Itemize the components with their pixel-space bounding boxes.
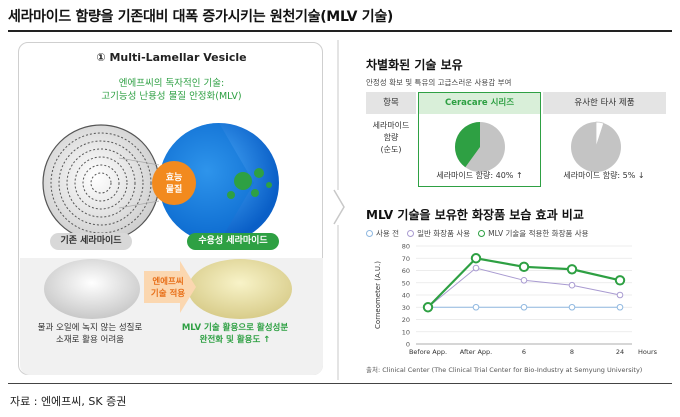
mlv-heading: ① Multi-Lamellar Vesicle: [96, 51, 247, 64]
footer-divider: [8, 383, 672, 384]
arrow-label-2: 기술 적용: [151, 288, 185, 299]
lamellar-rings-graphic: [42, 124, 160, 242]
x-tick-label: 24: [616, 348, 624, 356]
row-label-3: (순도): [380, 145, 402, 154]
series-point-2: [518, 261, 530, 273]
row-label-1: 세라마이드: [372, 121, 410, 130]
x-tick-label: After App.: [460, 348, 492, 356]
col-item-header: 항목: [366, 92, 416, 114]
series-point-1: [568, 281, 576, 289]
series-point-0: [568, 303, 576, 311]
series-point-0: [472, 303, 480, 311]
legend-label-mlv: MLV 기술을 적용한 화장품 사용: [488, 229, 589, 238]
series-point-1: [616, 291, 624, 299]
y-tick-label: 50: [402, 279, 410, 287]
footer-source: 자료 : 엔에프씨, SK 증권: [10, 395, 127, 408]
mlv-subtitle-2: 고기능성 난용성 물질 안정화(MLV): [101, 91, 242, 102]
y-tick-label: 70: [402, 255, 410, 263]
title-divider: [8, 30, 672, 32]
y-tick-label: 80: [402, 243, 410, 251]
legacy-caption: 물과 오일에 녹지 않는 성질로 소재로 활용 어려움: [30, 322, 150, 346]
x-tick-label: 8: [570, 348, 574, 356]
legacy-caption-2: 소재로 활용 어려움: [56, 335, 124, 345]
blue-sphere-graphic: [159, 123, 279, 243]
series-point-2: [470, 253, 482, 264]
col-ceracare-header: Ceracare 시리즈: [418, 92, 541, 114]
chart-legend: 사용 전 일반 화장품 사용 MLV 기술을 적용한 화장품 사용: [366, 228, 589, 239]
competitor-caption: 세라마이드 함량: 5% ↓: [563, 171, 645, 180]
chart-source: 출처: Clinical Center (The Clinical Trial …: [366, 366, 643, 374]
active-label-2: 물질: [166, 183, 183, 195]
active-ingredient-graphic: [152, 161, 196, 205]
series-point-0: [616, 303, 624, 311]
legend-label-general: 일반 화장품 사용: [417, 229, 471, 238]
arrow-label-1: 엔에프씨: [152, 276, 183, 287]
chart-title: MLV 기술을 보유한 화장품 보습 효과 비교: [366, 208, 584, 222]
soluble-ceramide-label: 수용성 세라마이드: [187, 233, 279, 250]
col-competitor-header: 유사한 타사 제품: [543, 92, 666, 114]
y-tick-label: 0: [406, 341, 410, 349]
series-point-1: [472, 264, 480, 272]
page-title: 세라마이드 함량을 기존대비 대폭 증가시키는 원천기술(MLV 기술): [8, 9, 393, 25]
series-point-2: [422, 302, 434, 313]
table-note: 안정성 확보 및 특유의 고급스러운 사용감 부여: [366, 78, 512, 87]
section-divider-arrow: [333, 40, 345, 380]
y-tick-label: 20: [402, 316, 410, 324]
ceracare-pie: [455, 122, 505, 172]
series-point-2: [566, 264, 578, 275]
ceracare-highlight-box: [418, 92, 541, 187]
x-tick-label: Before App.: [409, 348, 447, 356]
legend-label-before: 사용 전: [376, 229, 400, 238]
vesicle-illustration: 효능 물질: [42, 123, 279, 243]
competitor-pie: [571, 121, 621, 172]
powder-comparison-graphic: 엔에프씨 기술 적용: [44, 259, 292, 319]
active-label-1: 효능: [166, 172, 183, 183]
legacy-ceramide-label: 기존 세라마이드: [50, 233, 132, 250]
ceracare-caption: 세라마이드 함량: 40% ↑: [436, 171, 523, 180]
comparison-table: 항목 Ceracare 시리즈 유사한 타사 제품 세라마이드 함량 (순도): [366, 92, 666, 188]
mlv-subtitle-1: 엔에프씨의 독자적인 기술:: [118, 78, 225, 89]
white-powder-image: [44, 259, 140, 319]
ceracare-pie-slice: [455, 122, 480, 168]
y-tick-label: 40: [402, 292, 410, 300]
x-axis-label: Hours: [638, 348, 658, 356]
y-tick-label: 60: [402, 267, 410, 275]
competitor-pie-slice: [595, 121, 605, 148]
yellow-powder-image: [188, 259, 292, 319]
y-tick-label: 10: [402, 328, 410, 336]
x-tick-label: 6: [522, 348, 526, 356]
soluble-caption-1: MLV 기술 활용으로 활성성분: [181, 323, 289, 333]
series-point-1: [520, 277, 528, 284]
row-label-2: 함량: [383, 133, 399, 142]
series-point-2: [614, 275, 626, 286]
y-axis-label: Corneometer (A.U.): [374, 261, 382, 329]
moisture-line-chart: 0 10 20 30 40 50 60 70 80 Before App. After App. 6 8…: [374, 243, 658, 357]
soluble-caption-2: 완전화 및 활용도 ↑: [199, 335, 271, 345]
legacy-caption-1: 물과 오일에 녹지 않는 성질로: [37, 323, 143, 333]
y-tick-label: 30: [402, 304, 410, 312]
legend-item-mlv: MLV 기술을 적용한 화장품 사용: [478, 228, 589, 239]
legend-item-general: 일반 화장품 사용: [407, 228, 470, 239]
soluble-caption: MLV 기술 활용으로 활성성분 완전화 및 활용도 ↑: [170, 322, 300, 346]
series-point-0: [520, 303, 528, 311]
transform-arrow-graphic: [144, 261, 196, 313]
legend-item-before: 사용 전: [366, 228, 399, 239]
table-title: 차별화된 기술 보유: [366, 58, 463, 72]
row-label: 세라마이드 함량 (순도): [366, 120, 416, 156]
